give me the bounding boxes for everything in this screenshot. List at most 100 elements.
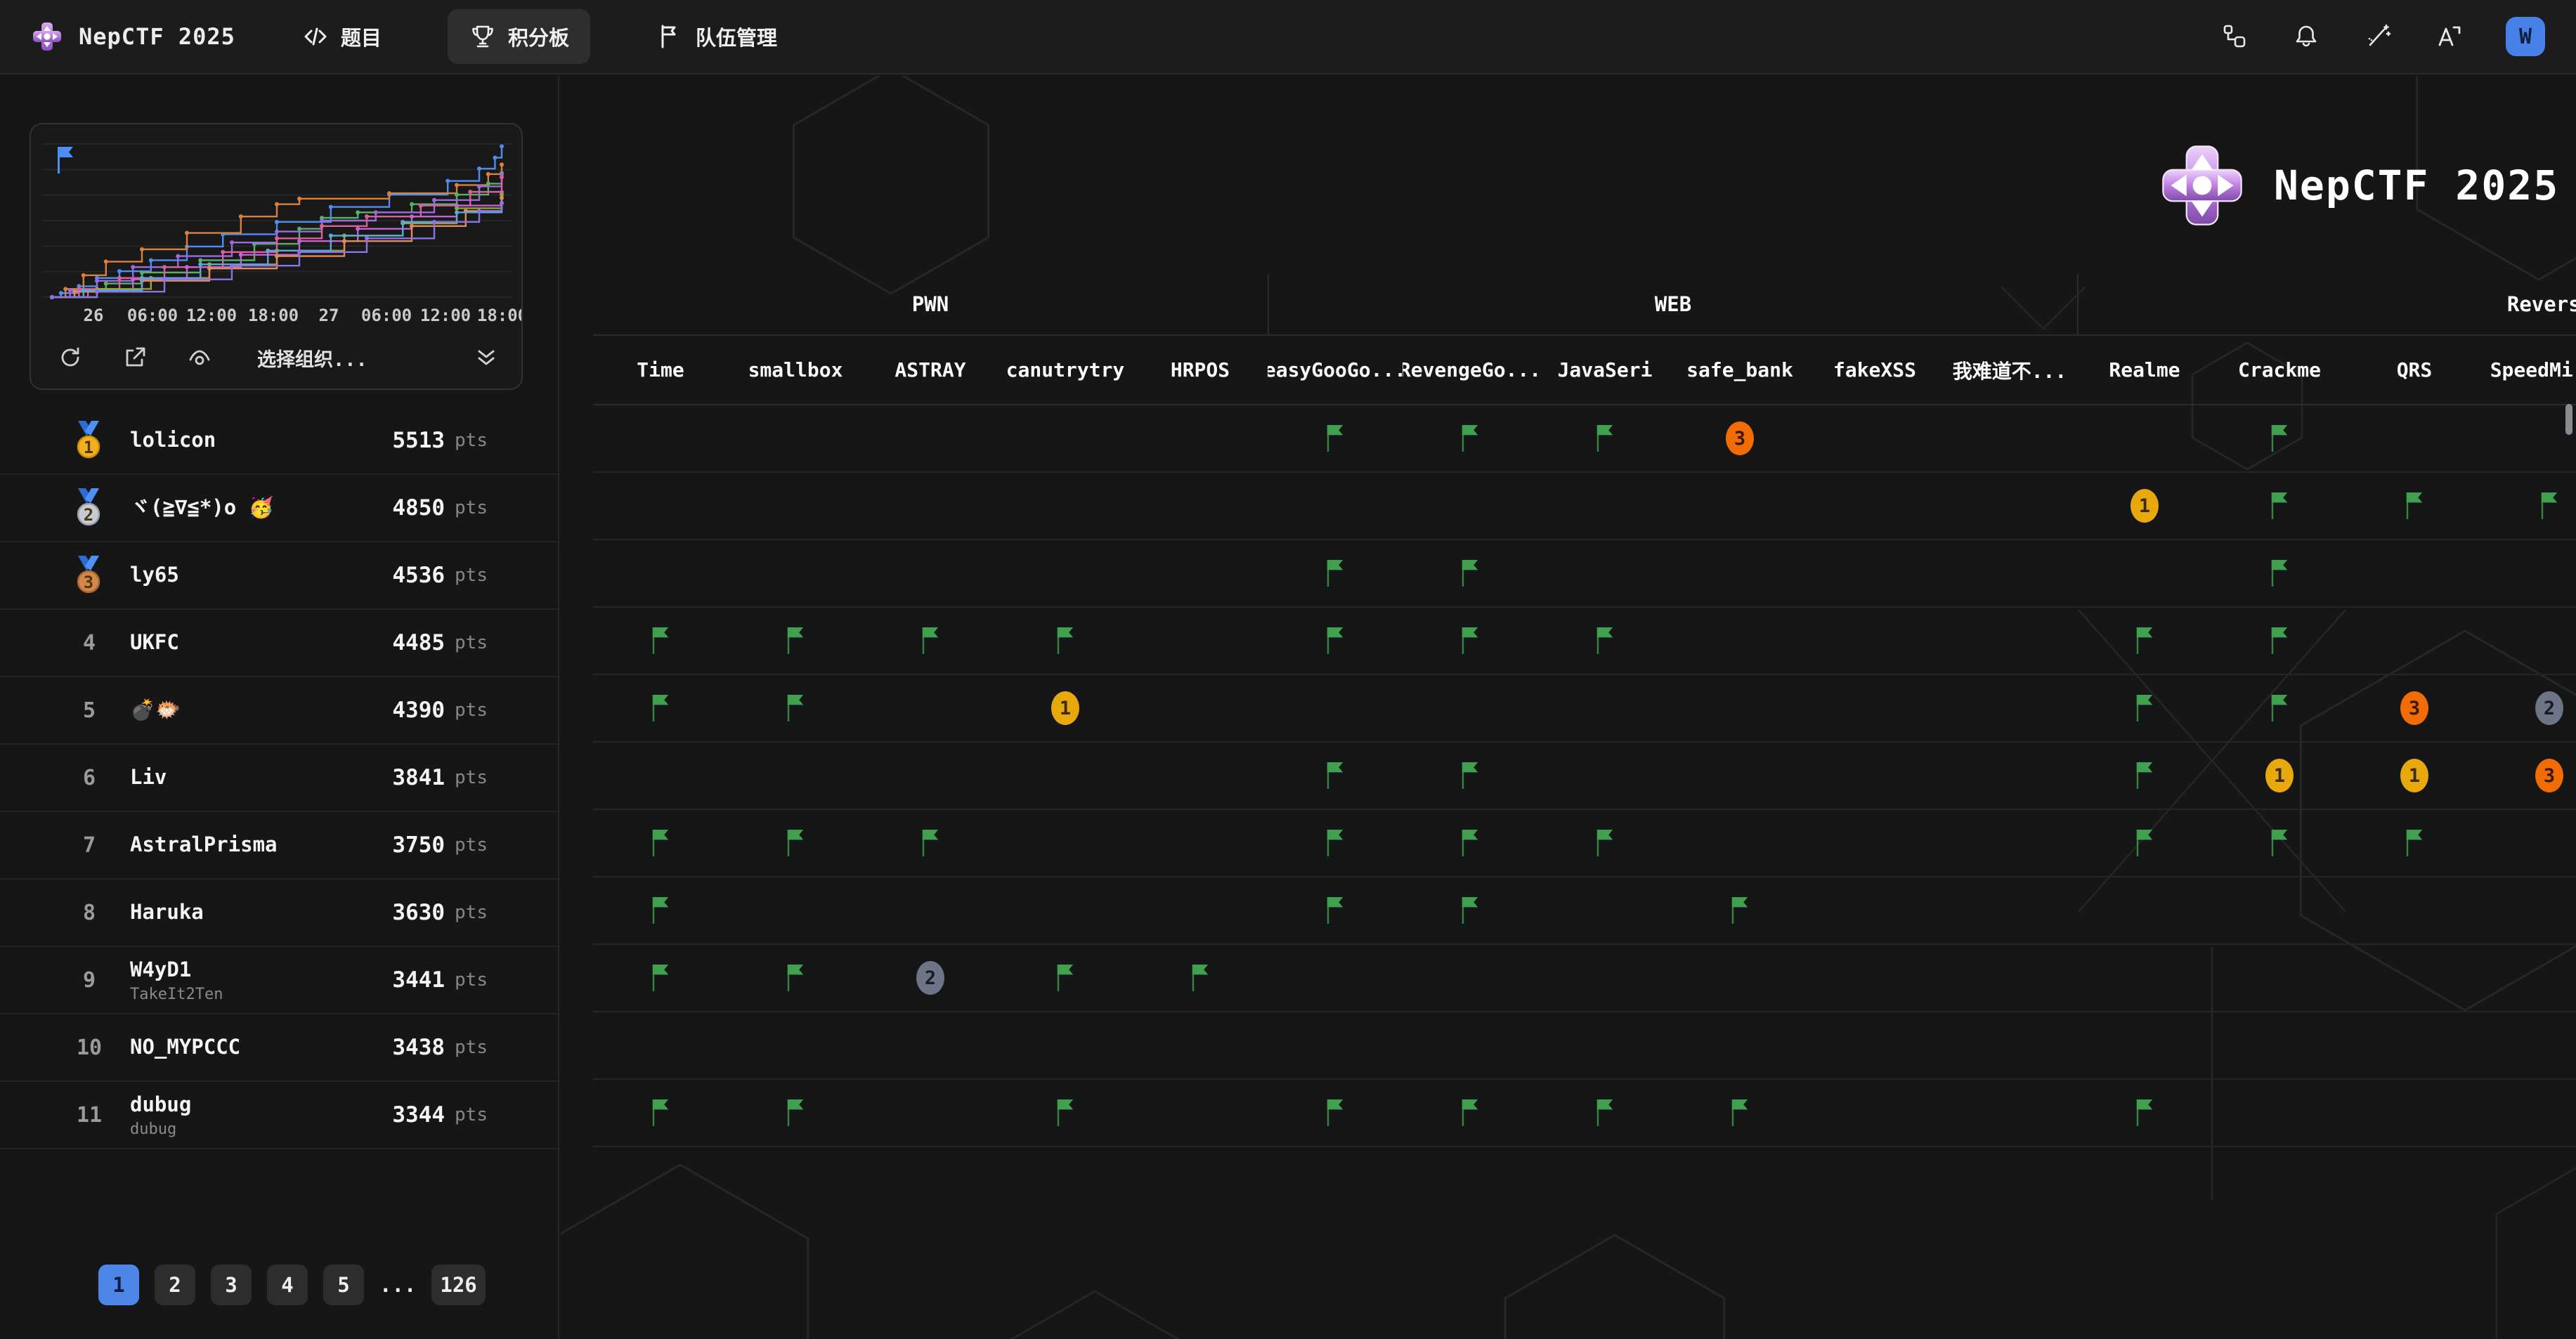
score-cell [1133, 1080, 1268, 1146]
score-cell [1807, 473, 1942, 539]
solved-flag-icon [2406, 830, 2423, 856]
score-cell [1537, 1080, 1672, 1146]
team-points: 3630 pts [392, 880, 488, 946]
solved-flag-icon [2271, 425, 2288, 452]
solved-flag-icon [1731, 897, 1748, 924]
points-unit: pts [455, 565, 488, 586]
x-tick: 26 [83, 306, 104, 325]
solved-flag-icon [1462, 560, 1478, 587]
score-cell [998, 1080, 1133, 1146]
score-cell [2077, 810, 2212, 876]
code-icon [304, 27, 327, 46]
points-value: 3630 [392, 900, 445, 925]
score-cell: 2 [863, 945, 998, 1011]
score-cell [1133, 473, 1268, 539]
organization-button[interactable] [2219, 21, 2250, 52]
score-cell [1133, 1012, 1268, 1078]
team-row[interactable]: 4 UKFC 4485 pts [0, 610, 558, 677]
score-cell [2077, 405, 2212, 471]
score-cell [1403, 540, 1537, 606]
svg-text:1: 1 [84, 438, 93, 457]
brand[interactable]: NepCTF 2025 [31, 20, 235, 53]
score-cell [863, 743, 998, 809]
blood-badge-2: 2 [916, 961, 944, 995]
theme-wand-button[interactable] [2362, 21, 2393, 52]
blood-badge-3: 3 [1726, 422, 1754, 455]
solved-flag-icon [2271, 627, 2288, 654]
score-cell [1672, 945, 1807, 1011]
vertical-scrollbar[interactable] [2565, 404, 2572, 435]
points-value: 4536 [392, 563, 445, 588]
team-row[interactable]: 10 NO_MYPCCC 3438 pts [0, 1014, 558, 1082]
page-button[interactable]: 3 [211, 1265, 252, 1305]
score-cell [1268, 877, 1403, 943]
page-button[interactable]: 5 [323, 1265, 364, 1305]
score-cell [1537, 877, 1672, 943]
score-cell [1133, 405, 1268, 471]
score-cell: 1 [2212, 743, 2347, 809]
solved-flag-icon [1462, 1099, 1478, 1126]
score-cell [1403, 743, 1537, 809]
score-cell [1807, 405, 1942, 471]
nav-item-team-management[interactable]: 队伍管理 [635, 9, 798, 64]
score-cell [2482, 1080, 2576, 1146]
watch-mode-button[interactable] [184, 342, 215, 373]
notifications-button[interactable] [2291, 21, 2322, 52]
score-cell [1403, 405, 1537, 471]
score-cell [1942, 405, 2077, 471]
solved-flag-icon [652, 897, 669, 924]
score-chart-panel: 26 06:00 12:00 18:00 27 06:00 12:00 18:00 [30, 123, 523, 390]
team-row[interactable]: 3 ly65 4536 pts [0, 542, 558, 610]
team-name-block: dubug dubug [130, 1082, 191, 1148]
score-cell [1942, 810, 2077, 876]
team-rank: 9 [82, 967, 96, 993]
page-button[interactable]: 126 [431, 1265, 486, 1305]
language-button[interactable] [2434, 21, 2465, 52]
points-unit: pts [455, 430, 488, 451]
score-cell [2347, 405, 2482, 471]
challenge-column-header: 我难道不... [1952, 359, 2067, 383]
team-row[interactable]: 5 💣🐡 4390 pts [0, 677, 558, 745]
organization-select[interactable]: 选择组织... [257, 348, 367, 371]
avatar[interactable]: W [2506, 17, 2545, 56]
score-cell [728, 877, 863, 943]
score-cell [593, 473, 728, 539]
score-cell [728, 608, 863, 674]
team-points: 3438 pts [392, 1014, 488, 1080]
score-cell [593, 608, 728, 674]
score-cell [1807, 743, 1942, 809]
page-button[interactable]: 4 [267, 1265, 308, 1305]
score-cell [593, 405, 728, 471]
solved-flag-icon [1327, 897, 1344, 924]
trophy-icon [472, 25, 493, 48]
score-row [593, 810, 2576, 877]
team-row[interactable]: 8 Haruka 3630 pts [0, 880, 558, 947]
solved-flag-icon [787, 830, 804, 856]
challenge-column-header: safe_bank [1686, 358, 1793, 381]
score-cell [998, 945, 1133, 1011]
refresh-button[interactable] [55, 342, 86, 373]
points-value: 5513 [392, 428, 445, 453]
page-button[interactable]: 1 [98, 1265, 139, 1305]
team-row[interactable]: 2 ヾ(≧∇≦*)o 🥳 4850 pts [0, 475, 558, 542]
score-cell: 1 [998, 675, 1133, 741]
solved-flag-icon [2541, 492, 2558, 519]
page-button[interactable]: 2 [155, 1265, 195, 1305]
team-row[interactable]: 9 W4yD1 TakeIt2Ten 3441 pts [0, 947, 558, 1014]
score-cell [1672, 1080, 1807, 1146]
nav-item-scoreboard[interactable]: 积分板 [447, 9, 590, 64]
open-external-button[interactable] [119, 342, 150, 373]
team-points: 4850 pts [392, 475, 488, 541]
team-row[interactable]: 7 AstralPrisma 3750 pts [0, 812, 558, 880]
team-row[interactable]: 6 Liv 3841 pts [0, 745, 558, 812]
challenge-column-header: Crackme [2237, 358, 2321, 381]
score-cell [1942, 1012, 2077, 1078]
score-cell [2347, 877, 2482, 943]
team-row[interactable]: 11 dubug dubug 3344 pts [0, 1082, 558, 1149]
team-ranking-list: 1 lolicon 5513 pts 2 ヾ(≧∇≦*)o 🥳 4850 pts 3 ly65 45… [0, 407, 558, 1149]
score-row [593, 1080, 2576, 1147]
collapse-button[interactable] [471, 342, 502, 373]
team-row[interactable]: 1 lolicon 5513 pts [0, 407, 558, 475]
score-cell [2212, 608, 2347, 674]
nav-item-challenges[interactable]: 题目 [280, 9, 403, 64]
